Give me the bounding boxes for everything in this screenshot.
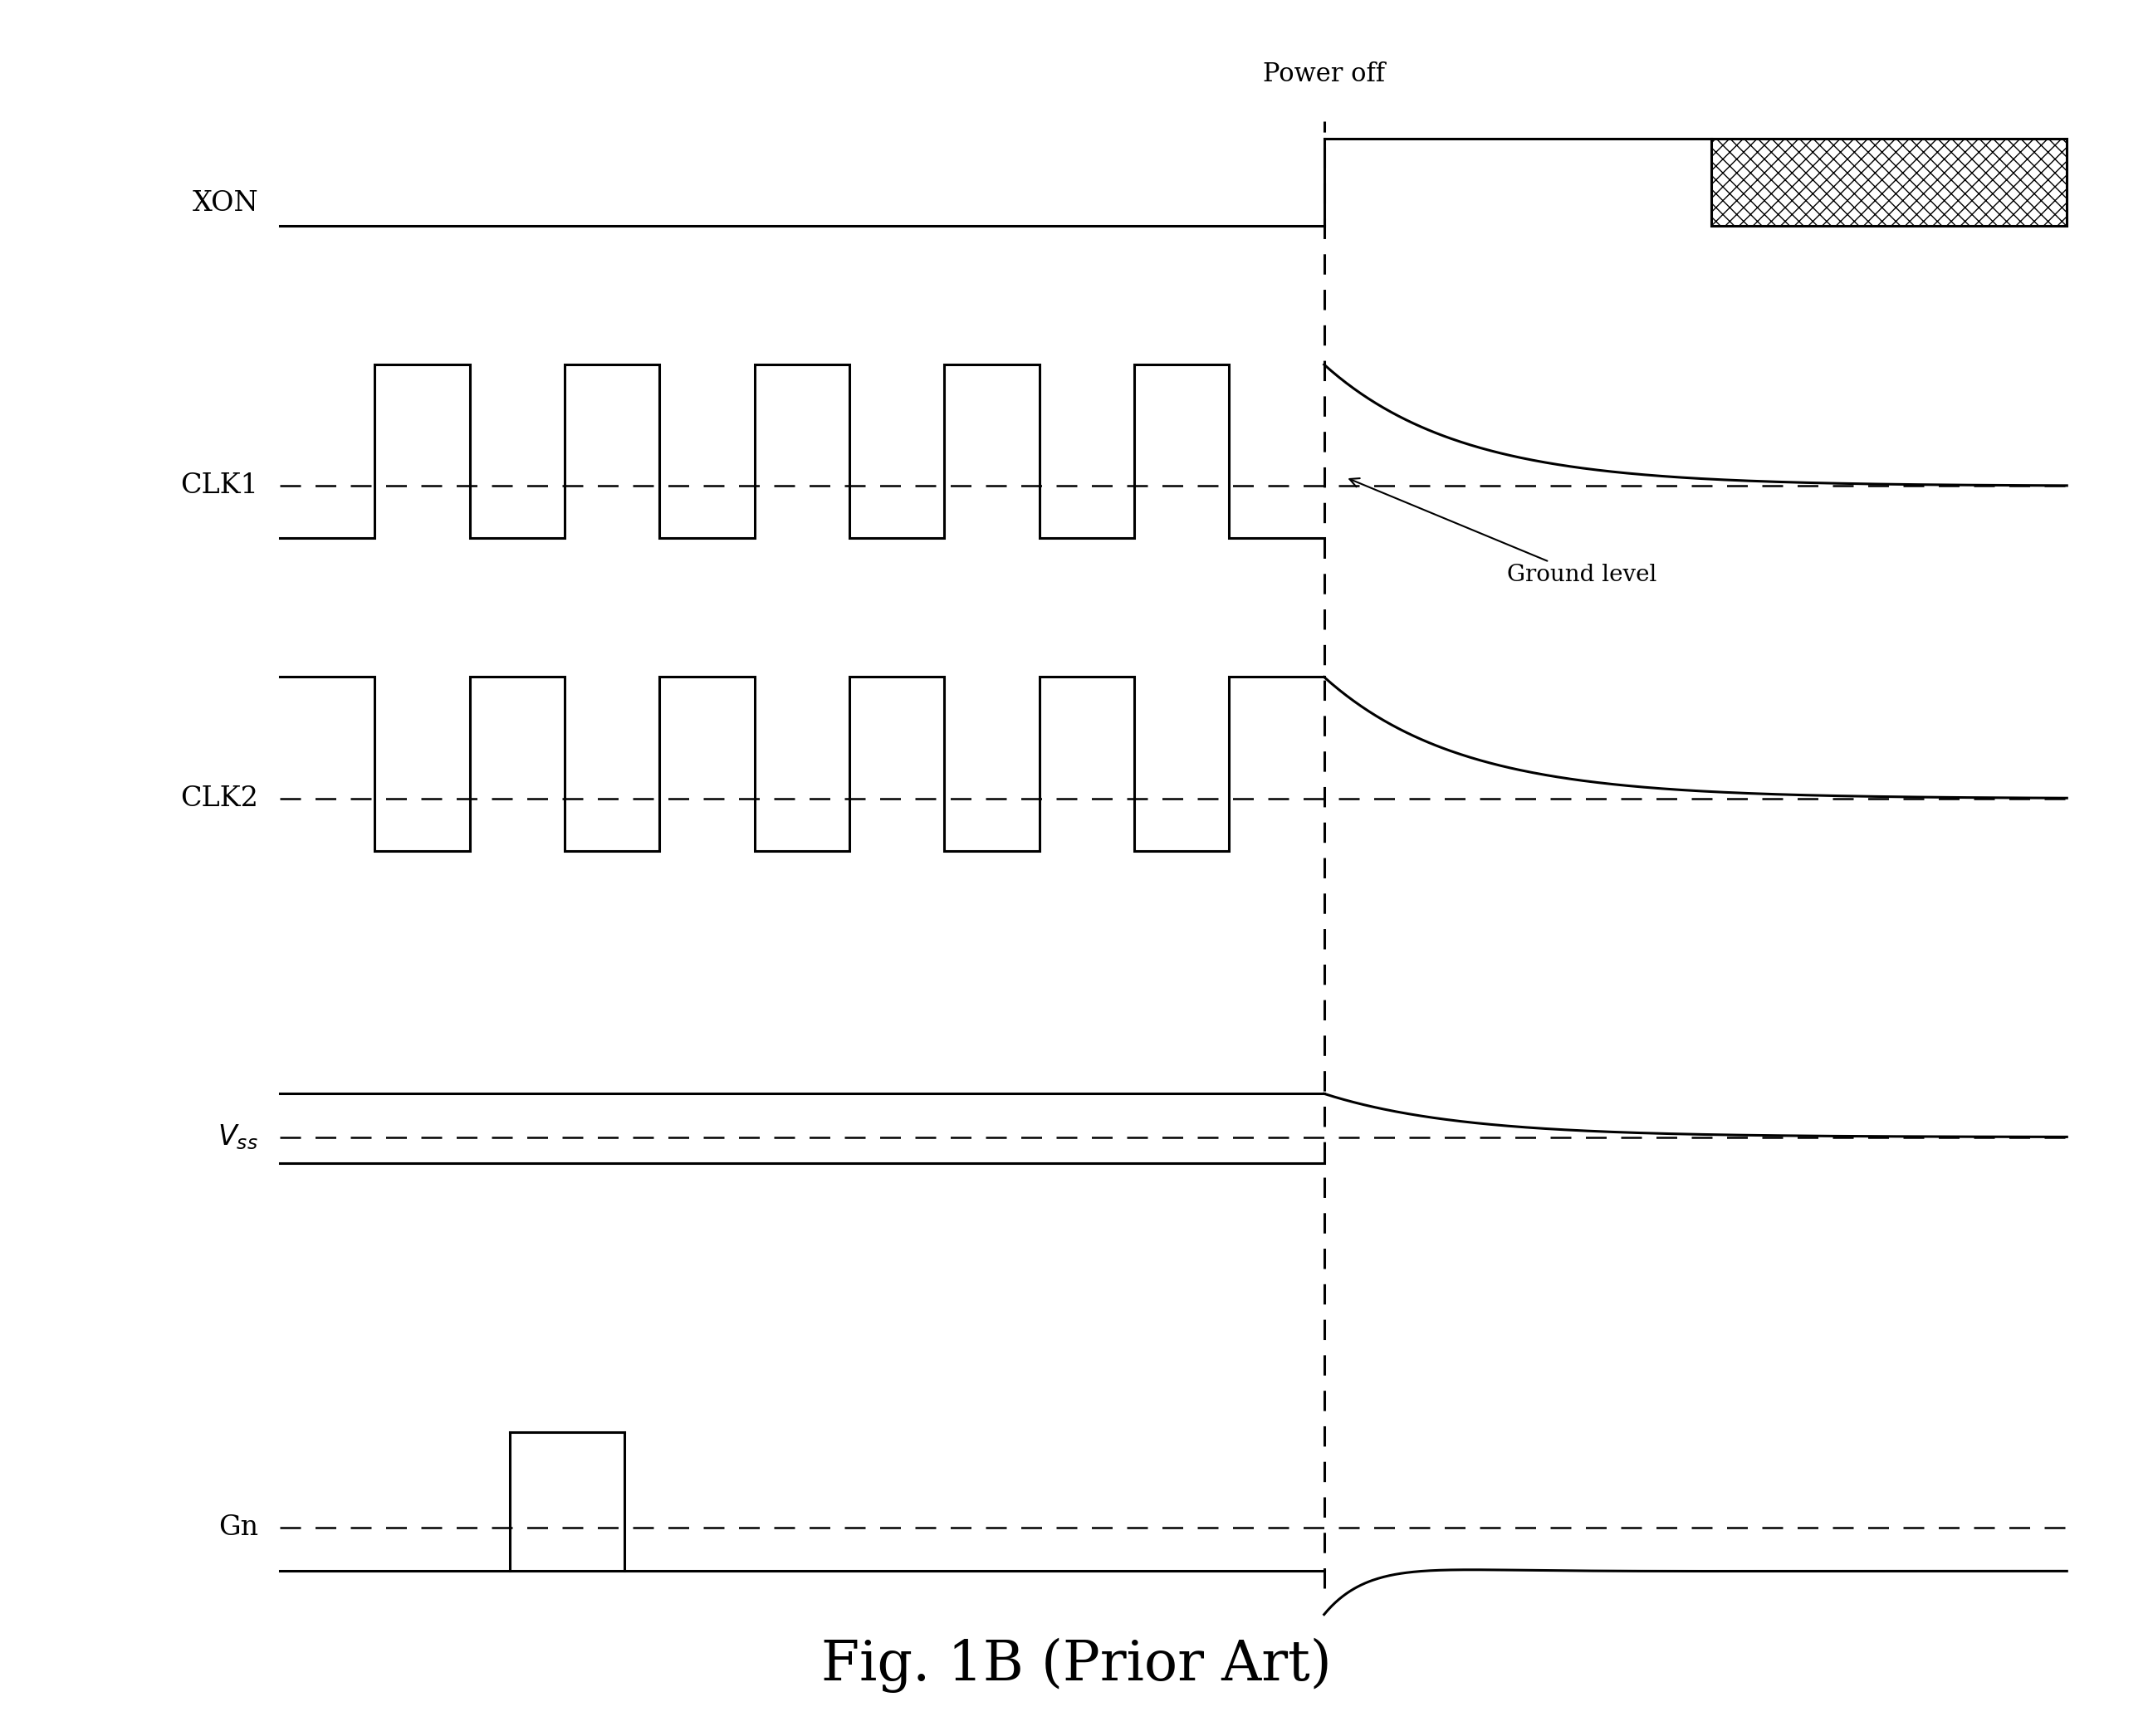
Text: Gn: Gn [217,1514,258,1542]
Text: Power off: Power off [1264,61,1384,87]
Text: $V_{ss}$: $V_{ss}$ [217,1123,258,1151]
FancyBboxPatch shape [1712,139,2067,226]
Text: XON: XON [192,191,258,217]
Text: Fig. 1B (Prior Art): Fig. 1B (Prior Art) [820,1637,1333,1693]
Text: CLK2: CLK2 [181,785,258,812]
Text: CLK1: CLK1 [181,472,258,500]
Text: Ground level: Ground level [1350,479,1658,587]
